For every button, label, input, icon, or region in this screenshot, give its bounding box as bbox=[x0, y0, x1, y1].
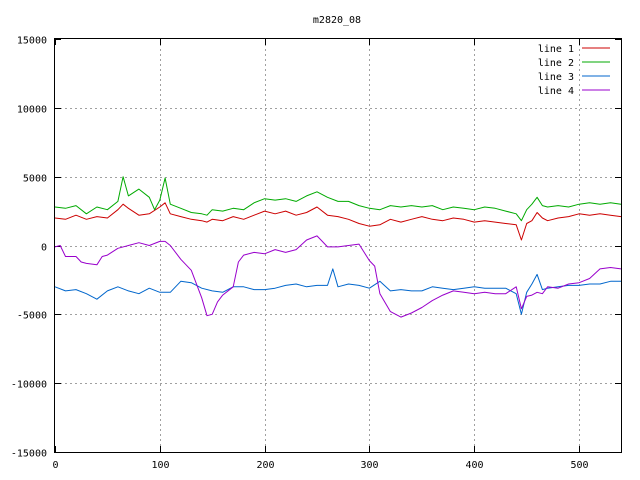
x-tick-label: 500 bbox=[570, 460, 588, 471]
legend-label: line 2 bbox=[538, 58, 574, 69]
axis-ticks: 0 100 200 300 400 500 -15000 -10000 -5000 0 5000 10… bbox=[11, 36, 621, 471]
y-tick-label: 10000 bbox=[17, 105, 47, 116]
legend-label: line 4 bbox=[538, 86, 574, 97]
grid-lines bbox=[55, 39, 621, 452]
y-tick-label: 15000 bbox=[17, 36, 47, 47]
x-tick-label: 400 bbox=[465, 460, 483, 471]
x-tick-label: 200 bbox=[256, 460, 274, 471]
x-tick-label: 0 bbox=[52, 460, 58, 471]
plot-frame bbox=[54, 38, 622, 453]
legend-label: line 1 bbox=[538, 44, 574, 55]
series-lines bbox=[54, 176, 622, 318]
x-tick-label: 300 bbox=[360, 460, 378, 471]
series-line-1 bbox=[54, 202, 622, 241]
x-tick-label: 100 bbox=[151, 460, 169, 471]
chart-title: m2820_08 bbox=[313, 15, 361, 26]
legend-label: line 3 bbox=[538, 72, 574, 83]
series-line-2 bbox=[54, 176, 622, 222]
y-tick-label: -15000 bbox=[11, 449, 47, 460]
y-tick-label: -10000 bbox=[11, 380, 47, 391]
series-line-3 bbox=[54, 268, 621, 315]
y-tick-label: -5000 bbox=[17, 311, 47, 322]
legend: line 1 line 2 line 3 line 4 bbox=[538, 44, 610, 97]
y-tick-label: 5000 bbox=[23, 174, 47, 185]
y-tick-label: 0 bbox=[41, 243, 47, 254]
series-line-4 bbox=[54, 235, 622, 318]
